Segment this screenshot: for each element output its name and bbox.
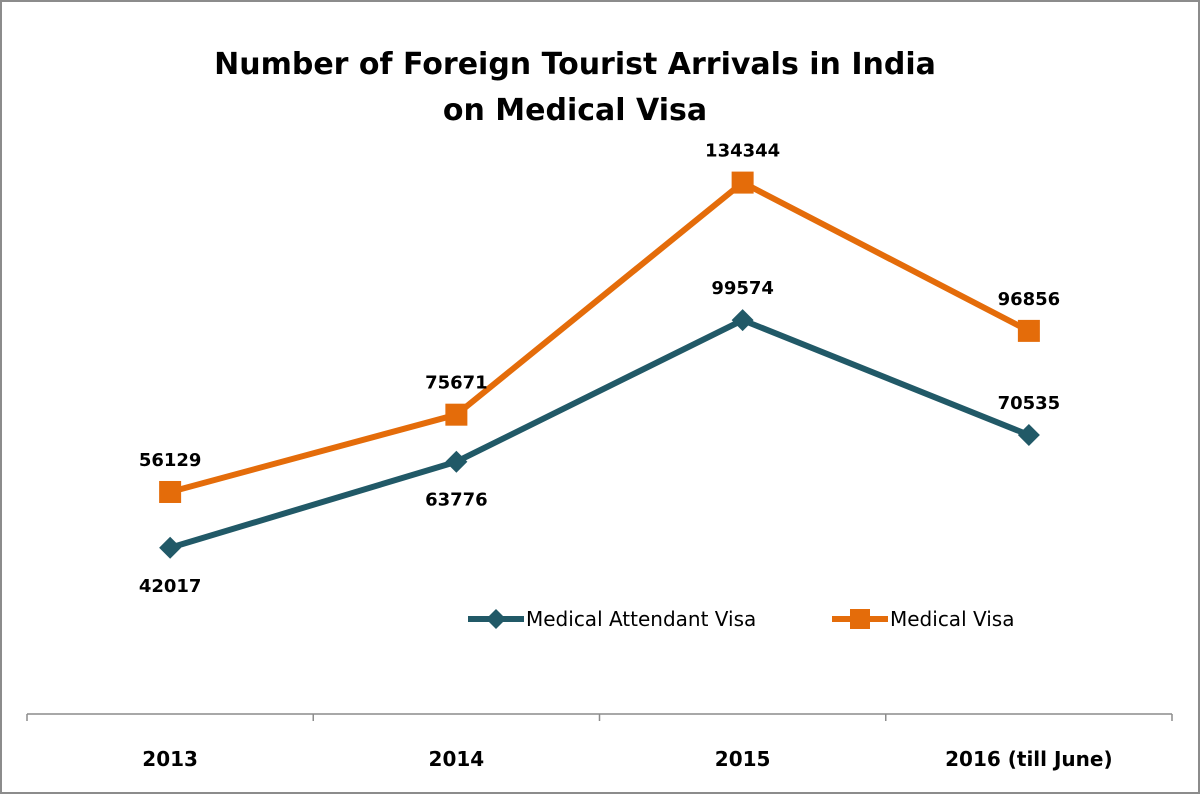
legend-label: Medical Attendant Visa: [526, 607, 756, 631]
x-tick-label: 2013: [142, 747, 198, 771]
series-layer: [159, 171, 1040, 559]
legend: Medical Attendant Visa Medical Visa: [468, 607, 1014, 631]
data-point-marker: [731, 171, 754, 194]
data-point-marker: [1017, 319, 1040, 342]
legend-swatch-marker: [486, 609, 506, 629]
x-tick-label: 2014: [429, 747, 485, 771]
x-tick-label: 2016 (till June): [945, 747, 1112, 771]
data-point-marker: [1017, 423, 1040, 446]
series-line: [169, 317, 1030, 551]
legend-label: Medical Visa: [890, 607, 1014, 631]
data-point-marker: [445, 450, 468, 473]
data-point-marker: [731, 309, 754, 332]
x-tick-label: 2015: [715, 747, 771, 771]
legend-swatch-marker: [850, 609, 870, 629]
data-label: 42017: [139, 576, 202, 597]
data-labels: 42017 63776 99574 70535 56129 75671 134344 9685…: [139, 141, 1060, 597]
chart-title-line-1: Number of Foreign Tourist Arrivals in In…: [214, 47, 936, 82]
data-label: 96856: [998, 289, 1061, 310]
data-label: 63776: [425, 490, 488, 511]
data-point-marker: [159, 480, 182, 503]
data-label: 134344: [705, 141, 780, 162]
series-line: [169, 179, 1031, 495]
data-point-marker: [445, 403, 468, 426]
data-label: 99574: [711, 278, 774, 299]
data-label: 75671: [425, 373, 488, 394]
chart-title-line-2: on Medical Visa: [443, 93, 707, 128]
data-label: 70535: [998, 393, 1061, 414]
x-axis: 2013 2014 2015 2016 (till June): [26, 713, 1173, 771]
data-point-marker: [159, 536, 182, 559]
data-label: 56129: [139, 450, 202, 471]
